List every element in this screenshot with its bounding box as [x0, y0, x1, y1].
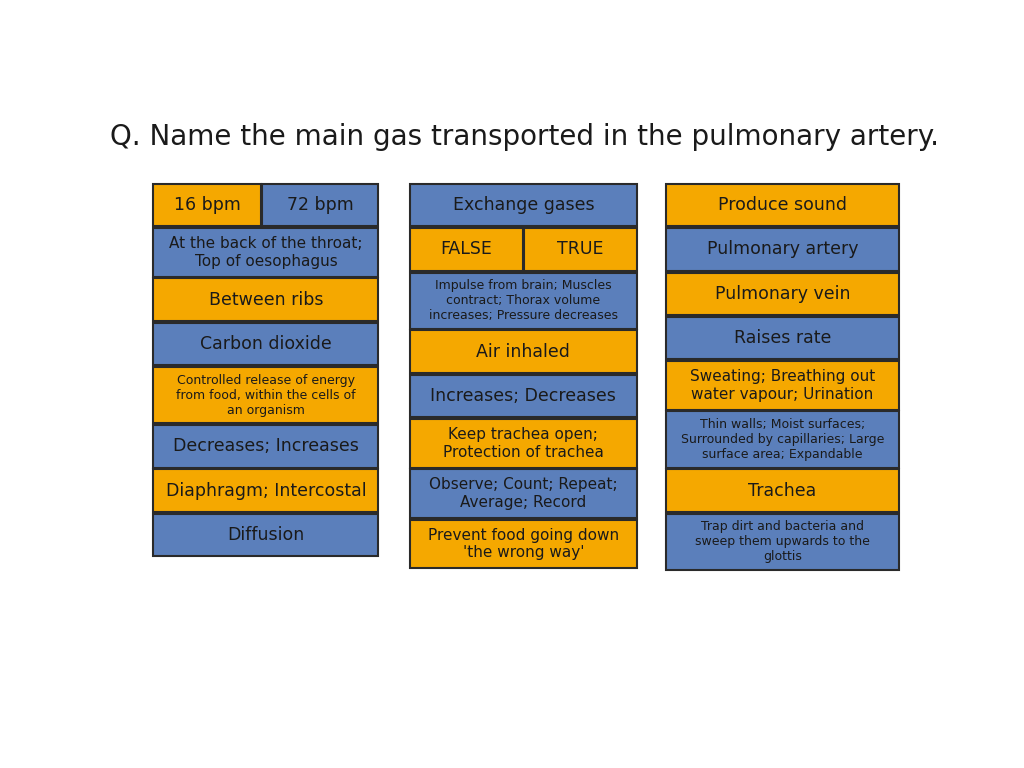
Text: Decreases; Increases: Decreases; Increases	[173, 438, 358, 455]
FancyBboxPatch shape	[410, 520, 637, 568]
FancyBboxPatch shape	[410, 273, 637, 329]
FancyBboxPatch shape	[154, 228, 379, 276]
FancyBboxPatch shape	[154, 367, 379, 423]
FancyBboxPatch shape	[666, 361, 899, 409]
Text: Thin walls; Moist surfaces;
Surrounded by capillaries; Large
surface area; Expan: Thin walls; Moist surfaces; Surrounded b…	[681, 418, 884, 461]
Text: Pulmonary artery: Pulmonary artery	[707, 240, 858, 259]
Text: Prevent food going down
'the wrong way': Prevent food going down 'the wrong way'	[428, 528, 618, 560]
Text: Produce sound: Produce sound	[718, 196, 847, 214]
Text: Raises rate: Raises rate	[734, 329, 831, 347]
Text: Between ribs: Between ribs	[209, 291, 324, 309]
Text: 16 bpm: 16 bpm	[174, 196, 241, 214]
FancyBboxPatch shape	[410, 375, 637, 417]
FancyBboxPatch shape	[154, 514, 379, 556]
FancyBboxPatch shape	[410, 419, 637, 468]
Text: FALSE: FALSE	[440, 240, 493, 259]
Text: Impulse from brain; Muscles
contract; Thorax volume
increases; Pressure decrease: Impulse from brain; Muscles contract; Th…	[429, 279, 617, 322]
FancyBboxPatch shape	[410, 330, 637, 373]
Text: Trap dirt and bacteria and
sweep them upwards to the
glottis: Trap dirt and bacteria and sweep them up…	[695, 521, 870, 564]
Text: Sweating; Breathing out
water vapour; Urination: Sweating; Breathing out water vapour; Ur…	[690, 369, 876, 402]
FancyBboxPatch shape	[666, 273, 899, 315]
FancyBboxPatch shape	[666, 184, 899, 227]
FancyBboxPatch shape	[524, 228, 637, 271]
Text: TRUE: TRUE	[557, 240, 604, 259]
Text: Diffusion: Diffusion	[227, 526, 304, 544]
FancyBboxPatch shape	[410, 228, 523, 271]
Text: Observe; Count; Repeat;
Average; Record: Observe; Count; Repeat; Average; Record	[429, 478, 617, 510]
Text: At the back of the throat;
Top of oesophagus: At the back of the throat; Top of oesoph…	[169, 237, 362, 269]
FancyBboxPatch shape	[154, 469, 379, 512]
FancyBboxPatch shape	[666, 317, 899, 359]
FancyBboxPatch shape	[154, 184, 261, 227]
FancyBboxPatch shape	[666, 412, 899, 468]
Text: Carbon dioxide: Carbon dioxide	[200, 335, 332, 353]
FancyBboxPatch shape	[410, 184, 637, 227]
Text: Trachea: Trachea	[749, 482, 817, 500]
Text: Air inhaled: Air inhaled	[476, 343, 570, 361]
FancyBboxPatch shape	[666, 514, 899, 570]
FancyBboxPatch shape	[666, 469, 899, 512]
FancyBboxPatch shape	[666, 228, 899, 271]
Text: Exchange gases: Exchange gases	[453, 196, 594, 214]
Text: Controlled release of energy
from food, within the cells of
an organism: Controlled release of energy from food, …	[176, 374, 355, 417]
Text: Diaphragm; Intercostal: Diaphragm; Intercostal	[166, 482, 367, 500]
FancyBboxPatch shape	[262, 184, 379, 227]
Text: Pulmonary vein: Pulmonary vein	[715, 285, 850, 303]
FancyBboxPatch shape	[154, 425, 379, 468]
Text: 72 bpm: 72 bpm	[287, 196, 353, 214]
Text: Keep trachea open;
Protection of trachea: Keep trachea open; Protection of trachea	[443, 427, 604, 459]
FancyBboxPatch shape	[410, 469, 637, 518]
FancyBboxPatch shape	[154, 323, 379, 366]
Text: Increases; Decreases: Increases; Decreases	[430, 387, 616, 405]
FancyBboxPatch shape	[154, 279, 379, 321]
Text: Q. Name the main gas transported in the pulmonary artery.: Q. Name the main gas transported in the …	[111, 123, 939, 151]
